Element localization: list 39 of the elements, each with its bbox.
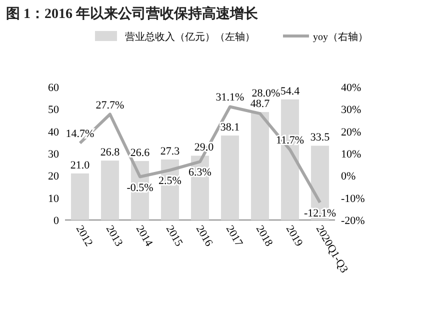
- data-label: 26.6: [130, 147, 150, 160]
- chart-title: 图 1：2016 年以来公司营收保持高速增长: [6, 5, 259, 22]
- data-label: 6.3%: [188, 166, 212, 179]
- data-label: 28.0%: [252, 88, 280, 100]
- data-label: 14.7%: [66, 128, 94, 140]
- data-label: 21.0: [70, 159, 90, 172]
- y2-tick-label: 40%: [341, 82, 362, 94]
- legend-label: yoy（右轴）: [313, 31, 368, 43]
- data-label: -12.1%: [304, 207, 336, 220]
- y-tick-label: 20: [48, 170, 60, 183]
- y2-tick-label: 10%: [341, 148, 362, 160]
- y-tick-label: 50: [48, 104, 60, 116]
- legend-label: 营业总收入（亿元）（左轴）: [125, 31, 255, 43]
- data-label: 11.7%: [276, 134, 304, 147]
- data-label: 26.8: [100, 146, 120, 159]
- y-tick-label: 40: [48, 126, 60, 138]
- data-label: 54.4: [280, 85, 300, 98]
- bar: [221, 136, 239, 220]
- y-tick-label: 10: [48, 192, 60, 205]
- data-label: 38.1: [220, 122, 240, 134]
- bar: [71, 173, 89, 220]
- data-label: 2.5%: [158, 175, 182, 188]
- data-label: 27.7%: [96, 99, 124, 112]
- y-tick-label: 30: [48, 148, 60, 160]
- y2-tick-label: -20%: [341, 215, 365, 227]
- data-label: 33.5: [310, 132, 330, 144]
- y2-tick-label: 0%: [341, 170, 356, 183]
- bar: [251, 112, 269, 220]
- data-label: -0.5%: [126, 182, 154, 194]
- y2-tick-label: 20%: [341, 126, 362, 138]
- data-label: 27.3: [160, 145, 180, 158]
- y-tick-label: 0: [54, 215, 60, 227]
- y2-tick-label: -10%: [341, 192, 365, 205]
- bar: [101, 160, 119, 220]
- y2-tick-label: 30%: [341, 104, 362, 116]
- y-tick-label: 60: [48, 82, 60, 94]
- data-label: 29.0: [194, 142, 214, 154]
- data-label: 31.1%: [216, 92, 244, 104]
- data-label: 48.7: [250, 98, 270, 110]
